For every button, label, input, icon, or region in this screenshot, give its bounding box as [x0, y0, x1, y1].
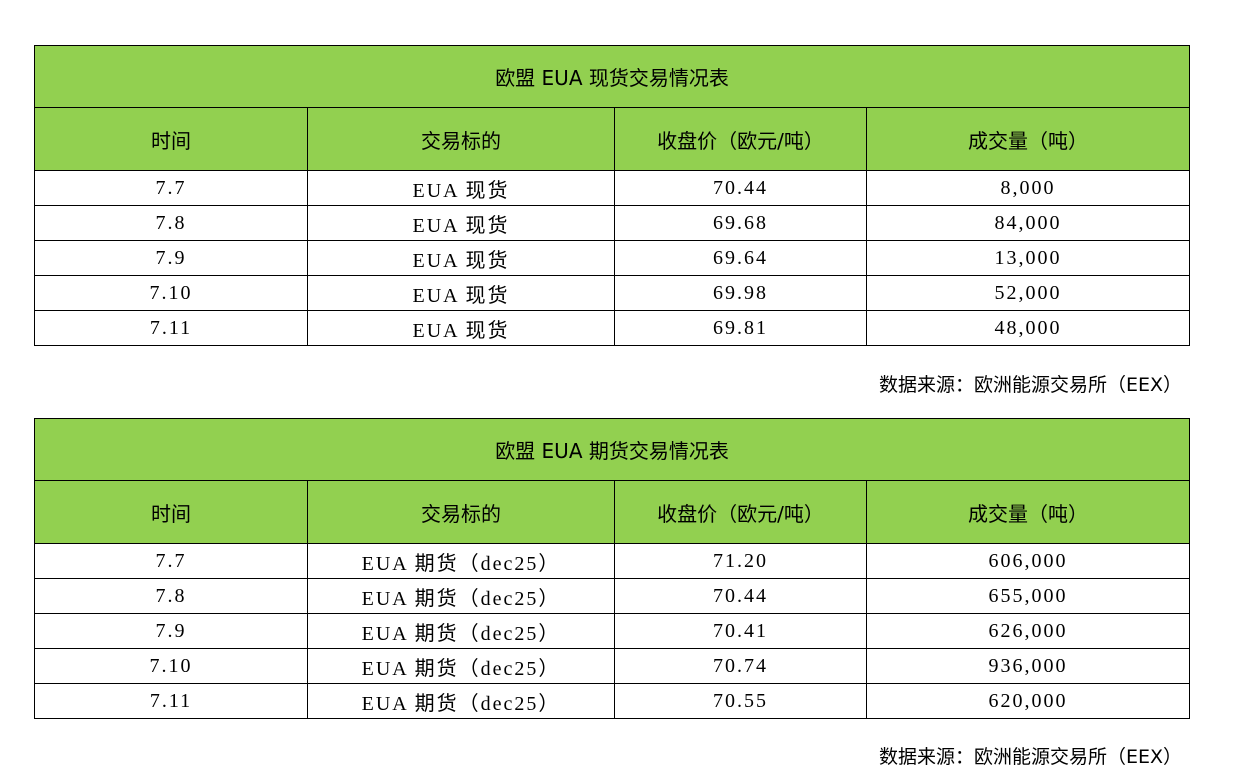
- table-cell: 69.68: [614, 205, 867, 241]
- table-cell: 7.10: [34, 275, 308, 311]
- table-row: 7.8 EUA 现货 69.68 84,000: [34, 205, 1191, 241]
- table-cell: 52,000: [865, 275, 1191, 311]
- table-cell: EUA 期货（dec25）: [307, 648, 615, 684]
- table-cell: 606,000: [865, 543, 1191, 579]
- table-cell: 7.9: [34, 240, 308, 276]
- column-header: 成交量（吨）: [865, 107, 1191, 171]
- table-cell: 70.44: [614, 578, 867, 614]
- table-cell: 655,000: [865, 578, 1191, 614]
- column-header: 收盘价（欧元/吨）: [614, 480, 867, 544]
- table-cell: EUA 期货（dec25）: [307, 683, 615, 719]
- table-cell: 69.81: [614, 310, 867, 346]
- table-cell: 71.20: [614, 543, 867, 579]
- data-source-note: 数据来源：欧洲能源交易所（EEX）: [878, 374, 1182, 396]
- eua-spot-table: 欧盟 EUA 现货交易情况表 时间 交易标的 收盘价（欧元/吨） 成交量（吨） 7.7 EU…: [33, 45, 1191, 346]
- table-cell: 936,000: [865, 648, 1191, 684]
- table-cell: 84,000: [865, 205, 1191, 241]
- table-title: 欧盟 EUA 期货交易情况表: [33, 418, 1191, 481]
- column-header: 交易标的: [307, 480, 615, 544]
- table-cell: 13,000: [865, 240, 1191, 276]
- column-header: 时间: [34, 107, 308, 171]
- table-row: 7.11 EUA 期货（dec25） 70.55 620,000: [34, 683, 1191, 719]
- table-cell: EUA 现货: [307, 240, 615, 276]
- table-row: 7.7 EUA 期货（dec25） 71.20 606,000: [34, 543, 1191, 579]
- table-cell: EUA 现货: [307, 275, 615, 311]
- table-cell: 70.55: [614, 683, 867, 719]
- data-source-note: 数据来源：欧洲能源交易所（EEX）: [878, 746, 1182, 768]
- column-header: 成交量（吨）: [865, 480, 1191, 544]
- table-cell: 70.44: [614, 170, 867, 206]
- table-cell: 7.11: [34, 310, 308, 346]
- table-row: 7.10 EUA 现货 69.98 52,000: [34, 275, 1191, 311]
- table-row: 7.8 EUA 期货（dec25） 70.44 655,000: [34, 578, 1191, 614]
- table-title: 欧盟 EUA 现货交易情况表: [33, 45, 1191, 108]
- table-cell: 7.8: [34, 205, 308, 241]
- eua-futures-table: 欧盟 EUA 期货交易情况表 时间 交易标的 收盘价（欧元/吨） 成交量（吨） 7.7 EU…: [33, 418, 1191, 719]
- table-row: 7.7 EUA 现货 70.44 8,000: [34, 170, 1191, 206]
- table-cell: 7.7: [34, 543, 308, 579]
- table-cell: 70.41: [614, 613, 867, 649]
- table-cell: 7.7: [34, 170, 308, 206]
- table-cell: 48,000: [865, 310, 1191, 346]
- table-cell: EUA 期货（dec25）: [307, 578, 615, 614]
- table-cell: 69.64: [614, 240, 867, 276]
- table-cell: 620,000: [865, 683, 1191, 719]
- table-cell: 7.10: [34, 648, 308, 684]
- table-cell: 70.74: [614, 648, 867, 684]
- table-row: 7.9 EUA 期货（dec25） 70.41 626,000: [34, 613, 1191, 649]
- table-cell: 7.9: [34, 613, 308, 649]
- table-row: 7.11 EUA 现货 69.81 48,000: [34, 310, 1191, 346]
- table-cell: 7.8: [34, 578, 308, 614]
- column-header: 收盘价（欧元/吨）: [614, 107, 867, 171]
- table-row: 7.9 EUA 现货 69.64 13,000: [34, 240, 1191, 276]
- table-cell: 626,000: [865, 613, 1191, 649]
- column-header: 时间: [34, 480, 308, 544]
- table-cell: 8,000: [865, 170, 1191, 206]
- table-cell: EUA 期货（dec25）: [307, 543, 615, 579]
- table-cell: EUA 现货: [307, 310, 615, 346]
- table-cell: EUA 期货（dec25）: [307, 613, 615, 649]
- table-cell: 7.11: [34, 683, 308, 719]
- table-cell: EUA 现货: [307, 205, 615, 241]
- table-cell: EUA 现货: [307, 170, 615, 206]
- table-cell: 69.98: [614, 275, 867, 311]
- table-row: 7.10 EUA 期货（dec25） 70.74 936,000: [34, 648, 1191, 684]
- column-header: 交易标的: [307, 107, 615, 171]
